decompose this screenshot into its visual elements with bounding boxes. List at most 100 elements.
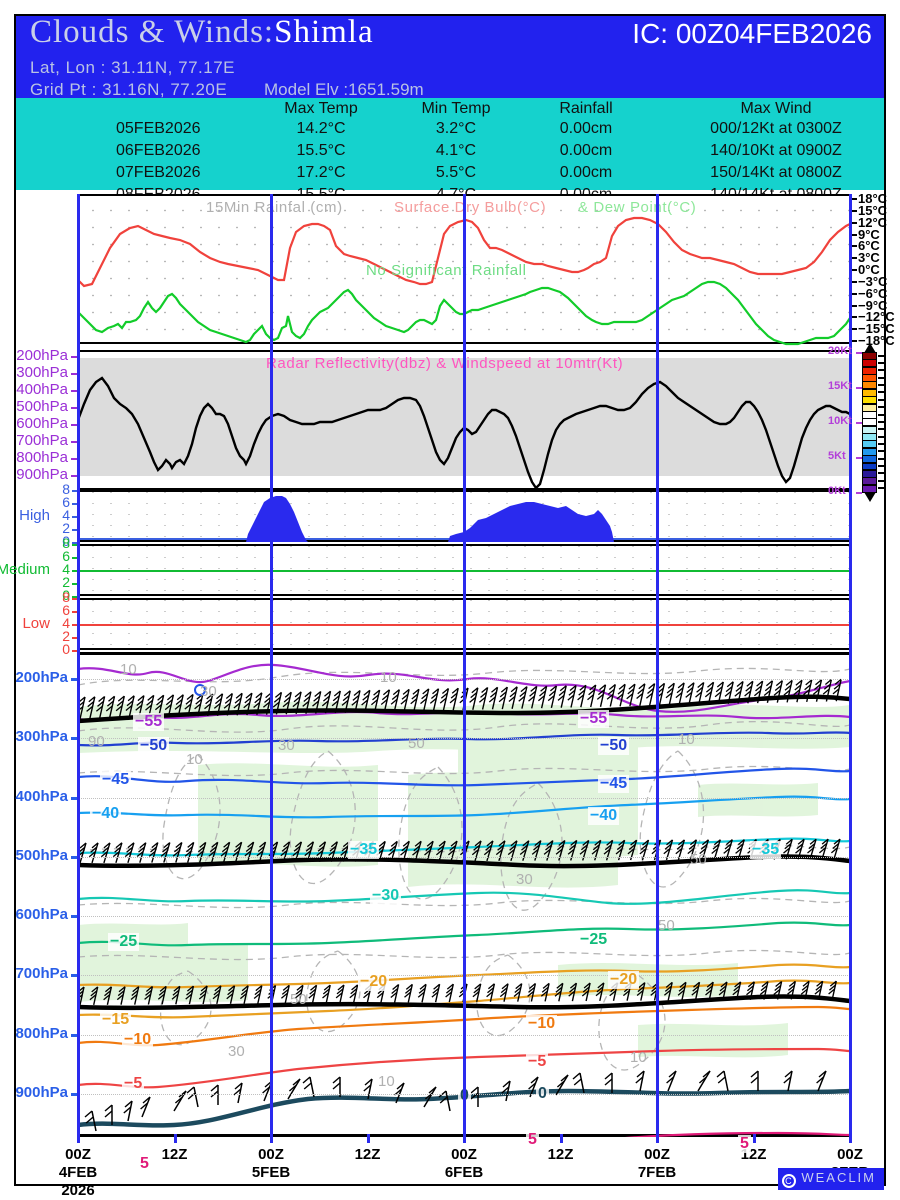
wind-barb-feather xyxy=(603,848,611,855)
wind-barb-feather xyxy=(233,846,241,853)
wind-barb xyxy=(115,842,123,864)
wind-barb-feather xyxy=(292,1078,301,1086)
main-pressure-tick: 700hPa xyxy=(15,965,68,983)
wind-barb-feather xyxy=(647,688,654,694)
wind-barb-feather xyxy=(318,841,326,848)
wind-barb xyxy=(707,682,715,705)
time-label-hour: 00Z xyxy=(258,1146,284,1163)
wind-barb-feather xyxy=(693,981,700,988)
wind-barb xyxy=(432,688,440,711)
wind-barb-feather xyxy=(528,1082,537,1090)
contour-label: 0 xyxy=(536,1085,549,1103)
wind-barb xyxy=(294,841,303,863)
wind-barb xyxy=(402,841,410,862)
wind-barb-feather xyxy=(775,981,783,987)
wind-barb-feather xyxy=(491,686,498,693)
wind-barb-feather xyxy=(599,684,606,691)
temp-axis-tick: −15°C xyxy=(858,321,895,337)
wind-barb-feather xyxy=(735,847,743,854)
wind-barb-feather xyxy=(78,696,86,703)
wind-barb-feather xyxy=(609,990,617,997)
wind-barb-feather xyxy=(198,993,206,1000)
wind-barb xyxy=(785,839,793,860)
main-pressure-tick: 500hPa xyxy=(15,846,68,864)
wind-barb-feather xyxy=(622,990,630,997)
wind-barb-feather xyxy=(116,994,124,1001)
wind-barb-feather xyxy=(540,990,548,997)
wind-barb-feather xyxy=(411,693,419,700)
wind-barb-feather xyxy=(221,846,229,853)
wind-barb-feather xyxy=(833,838,841,845)
wind-barb-feather xyxy=(414,840,422,847)
wind-barb xyxy=(236,693,243,716)
wind-barb-feather xyxy=(642,839,649,846)
wind-barb-feather xyxy=(582,839,590,846)
time-label-day: 6FEB xyxy=(444,1164,484,1181)
wind-barb-feather xyxy=(232,850,240,857)
wind-barb-feather xyxy=(784,684,792,691)
humidity-contour-label: 50 xyxy=(290,991,307,1008)
wind-barb-feather xyxy=(808,843,816,850)
wind-barb xyxy=(284,985,290,1004)
wind-barb-feather xyxy=(541,986,549,993)
axis-tick-mark xyxy=(71,1093,77,1096)
wind-barb-feather xyxy=(507,849,515,856)
wind-barb-feather xyxy=(527,990,535,997)
wind-barb-feather xyxy=(150,846,157,853)
wind-barb-feather xyxy=(547,695,555,702)
wind-barb-feather xyxy=(206,693,214,700)
wind-barb xyxy=(352,984,359,1004)
legend-arrow-down-icon xyxy=(864,492,876,502)
wind-barb-feather xyxy=(124,851,132,858)
wind-barb xyxy=(118,695,125,719)
wind-barb-feather xyxy=(558,690,566,696)
wind-barb-feather xyxy=(175,699,183,705)
wind-barb-feather xyxy=(283,696,291,703)
wind-barb-feather xyxy=(735,685,743,692)
wind-barb-feather xyxy=(474,983,482,990)
wind-barb xyxy=(797,839,805,860)
wind-barb-feather xyxy=(588,689,596,696)
wind-barb-feather xyxy=(469,696,477,703)
wind-barb xyxy=(378,841,386,862)
wind-barb-feather xyxy=(227,989,235,996)
wind-barb-feather xyxy=(272,701,280,708)
model-elevation-text: Model Elv :1651.59m xyxy=(264,80,424,99)
wind-barb-feather xyxy=(274,691,282,698)
contour-label: −50 xyxy=(138,737,170,755)
table-cell: 150/14Kt at 0800Z xyxy=(710,164,842,181)
wind-barb-feather xyxy=(158,989,166,996)
time-tick xyxy=(366,1134,370,1143)
wind-barb xyxy=(147,986,154,1005)
axis-tick-mark xyxy=(72,611,78,613)
wind-barb xyxy=(187,694,194,717)
wind-barb-feather xyxy=(450,692,458,699)
wind-legend-barb xyxy=(878,420,885,423)
wind-barb-feather xyxy=(519,849,527,855)
wind-barb-feather xyxy=(759,989,767,996)
contour-minus30 xyxy=(78,889,850,905)
wind-barb-feather xyxy=(223,702,231,709)
wind-legend-barb xyxy=(878,435,885,438)
wind-barb-feather xyxy=(253,993,261,999)
wind-barb-feather xyxy=(432,987,440,994)
wind-barb xyxy=(804,981,810,1000)
wind-barb-feather xyxy=(353,690,361,696)
wind-barb-feather xyxy=(716,681,724,688)
wind-barb-feather xyxy=(115,705,123,712)
wind-barb-feather xyxy=(224,697,232,704)
wind-barb-feather xyxy=(410,698,418,705)
day-separator-line xyxy=(849,194,852,1137)
wind-barb-feather xyxy=(558,840,566,846)
wind-barb-feather xyxy=(392,689,400,696)
cloud-axis-tick: 0 xyxy=(62,641,70,657)
wind-barb-feather xyxy=(418,987,426,994)
wind-barb-feather xyxy=(733,985,741,992)
humidity-contour-label: 10 xyxy=(380,669,397,686)
wind-barb xyxy=(639,683,646,706)
wind-barb xyxy=(134,986,140,1005)
cloud-axis-tick: 2 xyxy=(62,574,70,590)
wind-barb-feather xyxy=(804,684,812,691)
wind-barb-feather xyxy=(333,690,341,697)
wind-barb-feather xyxy=(412,849,419,856)
